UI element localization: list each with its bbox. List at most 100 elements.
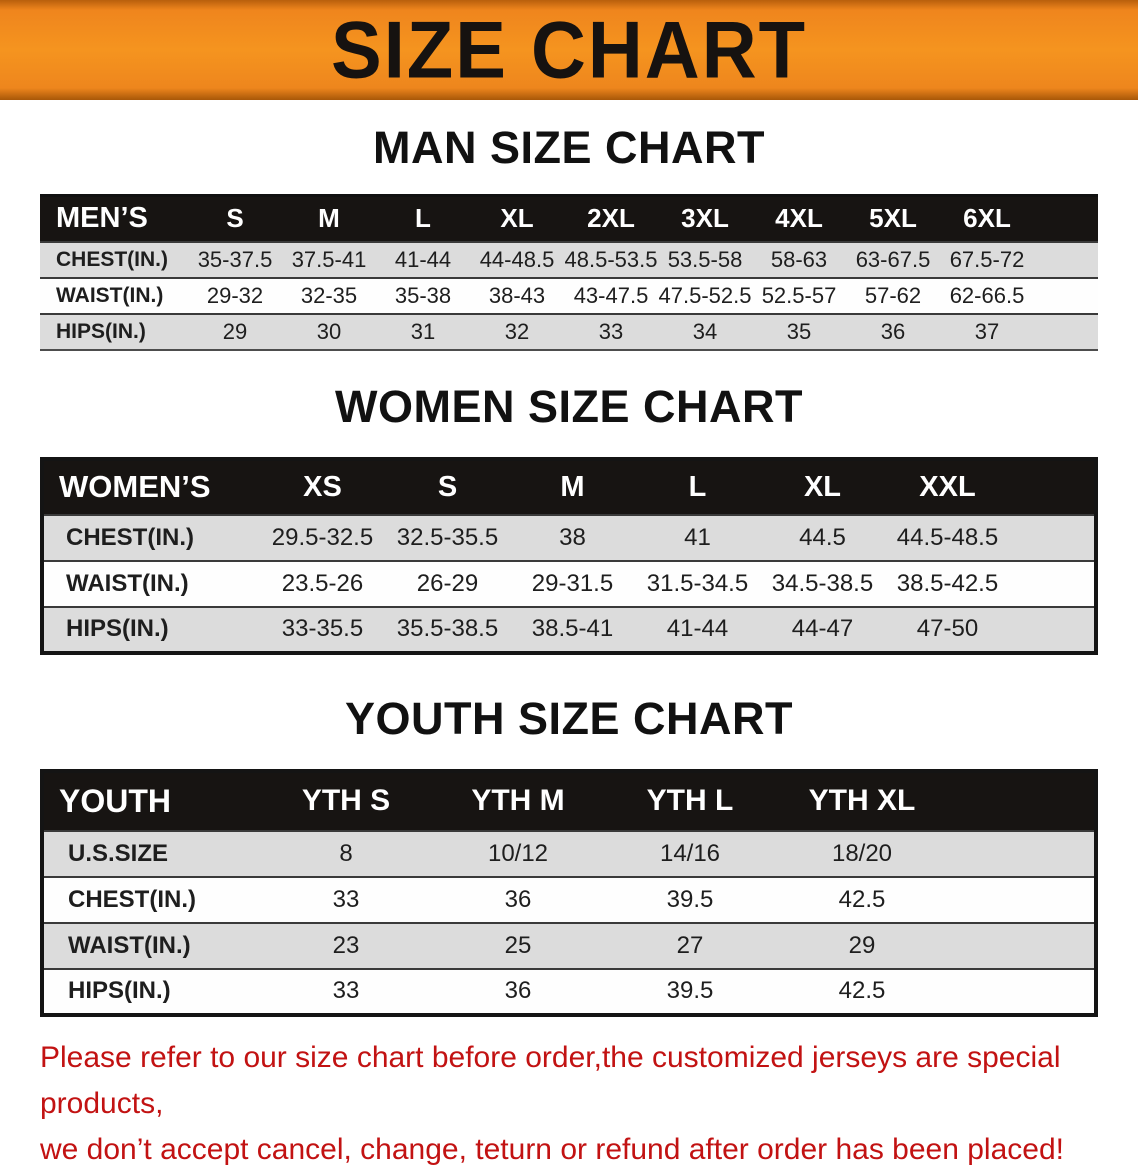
measure-value-cell: 36: [504, 977, 532, 1004]
table-title-cell: WOMEN’S: [42, 458, 260, 515]
disclaimer-line-2: we don’t accept cancel, change, teturn o…: [40, 1132, 1064, 1166]
table-title-cell: YOUTH: [42, 770, 260, 831]
measure-value-cell: 62-66.5: [949, 282, 1025, 308]
header-row: WOMEN’S XS S M L XL XXL: [42, 458, 1096, 515]
measure-value-cell: 38.5-41: [531, 615, 614, 642]
measure-row: CHEST(IN.) 33 36 39.5 42.5: [42, 876, 1096, 923]
measure-value-cell: 37: [974, 318, 1000, 344]
measure-value-cell: 23.5-26: [281, 569, 364, 597]
size-header-cell: 2XL: [564, 195, 658, 242]
measure-value-cell: 35.5-38.5: [396, 615, 499, 642]
size-header-cell: 5XL: [846, 195, 940, 242]
youth-section-heading: YOUTH SIZE CHART: [344, 692, 793, 744]
measure-value-cell: 43-47.5: [573, 282, 649, 308]
measure-label-cell: CHEST(IN.): [68, 885, 196, 913]
measure-value-cell: 29-32: [206, 282, 264, 308]
measure-value-cell: 41-44: [666, 615, 729, 642]
measure-value-cell: 47-50: [916, 615, 979, 642]
women-size-table: WOMEN’S XS S M L XL XXL CHEST(IN.) 29.5-32.5 32.5…: [40, 456, 1098, 655]
measure-label-cell: U.S.SIZE: [68, 839, 169, 867]
measure-value-cell: 8: [339, 839, 353, 867]
measure-value-cell: 29: [222, 318, 248, 344]
size-header-cell: M: [282, 195, 376, 242]
men-section-heading: MAN SIZE CHART: [373, 122, 765, 173]
filler-cell: [1034, 242, 1098, 278]
measure-value-cell: 36: [880, 318, 906, 344]
measure-value-cell: 39.5: [666, 885, 714, 913]
filler-cell: [1010, 607, 1096, 653]
measure-value-cell: 35: [786, 318, 812, 344]
measure-value-cell: 57-62: [864, 282, 922, 308]
measure-value-cell: 10/12: [487, 839, 549, 867]
filler-cell: [1034, 278, 1098, 314]
size-header-cell: YTH S: [260, 770, 432, 831]
measure-row: CHEST(IN.) 29.5-32.5 32.5-35.5 38 41 44.5 44.5…: [42, 514, 1096, 561]
measure-value-cell: 32.5-35.5: [396, 523, 499, 551]
size-header-cell: S: [188, 195, 282, 242]
measure-value-cell: 30: [316, 318, 342, 344]
disclaimer: Please refer to our size chart before or…: [40, 1035, 1108, 1173]
measure-value-cell: 23: [332, 931, 360, 959]
measure-value-cell: 44-47: [791, 615, 854, 642]
measure-row: WAIST(IN.) 23.5-26 26-29 29-31.5 31.5-34.5 34…: [42, 560, 1096, 607]
size-header-cell: YTH L: [604, 770, 776, 831]
measure-value-cell: 42.5: [838, 885, 886, 913]
women-section-heading: WOMEN SIZE CHART: [335, 380, 803, 432]
measure-value-cell: 14/16: [659, 839, 721, 867]
measure-label-cell: WAIST(IN.): [66, 569, 189, 597]
size-header-cell: XS: [260, 458, 385, 515]
size-header-cell: 4XL: [752, 195, 846, 242]
size-header-cell: 3XL: [658, 195, 752, 242]
filler-cell: [1010, 561, 1096, 607]
measure-value-cell: 37.5-41: [291, 246, 367, 272]
size-header-cell: L: [376, 195, 470, 242]
measure-value-cell: 31: [410, 318, 436, 344]
measure-value-cell: 41: [684, 523, 711, 551]
measure-row: HIPS(IN.) 33 36 39.5 42.5: [42, 968, 1096, 1015]
measure-value-cell: 44.5: [799, 523, 846, 551]
measure-value-cell: 35-38: [394, 282, 452, 308]
filler-cell: [948, 923, 1096, 969]
measure-value-cell: 31.5-34.5: [646, 569, 749, 597]
measure-label-cell: CHEST(IN.): [56, 247, 168, 271]
youth-size-table: YOUTH YTH S YTH M YTH L YTH XL U.S.SIZE 8 10/12…: [40, 768, 1098, 1017]
measure-value-cell: 42.5: [838, 977, 886, 1004]
size-header-cell: YTH M: [432, 770, 604, 831]
women-section: WOMEN SIZE CHART WOMEN’S XS S M L XL XXL CHEST(…: [0, 381, 1138, 655]
banner-title: SIZE CHART: [331, 4, 807, 96]
disclaimer-line-1: Please refer to our size chart before or…: [40, 1040, 1061, 1120]
measure-value-cell: 32: [504, 318, 530, 344]
measure-label-cell: WAIST(IN.): [68, 931, 191, 959]
measure-value-cell: 48.5-53.5: [564, 246, 658, 272]
size-header-cell: L: [635, 458, 760, 515]
filler-cell: [1010, 458, 1096, 515]
men-section: MAN SIZE CHART MEN’S S M L XL 2XL 3XL 4XL 5XL 6XL…: [0, 122, 1138, 351]
measure-value-cell: 53.5-58: [667, 246, 743, 272]
measure-value-cell: 26-29: [416, 569, 479, 597]
measure-value-cell: 35-37.5: [197, 246, 273, 272]
size-header-cell: 6XL: [940, 195, 1034, 242]
measure-value-cell: 52.5-57: [761, 282, 837, 308]
measure-value-cell: 33: [332, 977, 360, 1004]
filler-cell: [948, 877, 1096, 923]
measure-value-cell: 34.5-38.5: [771, 569, 874, 597]
measure-value-cell: 29-31.5: [531, 569, 614, 597]
measure-value-cell: 44-48.5: [479, 246, 555, 272]
measure-value-cell: 18/20: [831, 839, 893, 867]
size-header-cell: XL: [760, 458, 885, 515]
filler-cell: [1034, 314, 1098, 350]
measure-value-cell: 25: [504, 931, 532, 959]
header-row: YOUTH YTH S YTH M YTH L YTH XL: [42, 770, 1096, 831]
measure-value-cell: 67.5-72: [949, 246, 1025, 272]
measure-value-cell: 47.5-52.5: [658, 282, 752, 308]
filler-cell: [948, 969, 1096, 1015]
size-header-cell: S: [385, 458, 510, 515]
measure-value-cell: 39.5: [666, 977, 714, 1004]
measure-value-cell: 32-35: [300, 282, 358, 308]
size-header-cell: XL: [470, 195, 564, 242]
measure-value-cell: 29: [848, 931, 876, 959]
table-title-cell: MEN’S: [40, 195, 188, 242]
measure-value-cell: 38.5-42.5: [896, 569, 999, 597]
measure-value-cell: 34: [692, 318, 718, 344]
measure-value-cell: 29.5-32.5: [271, 523, 374, 551]
